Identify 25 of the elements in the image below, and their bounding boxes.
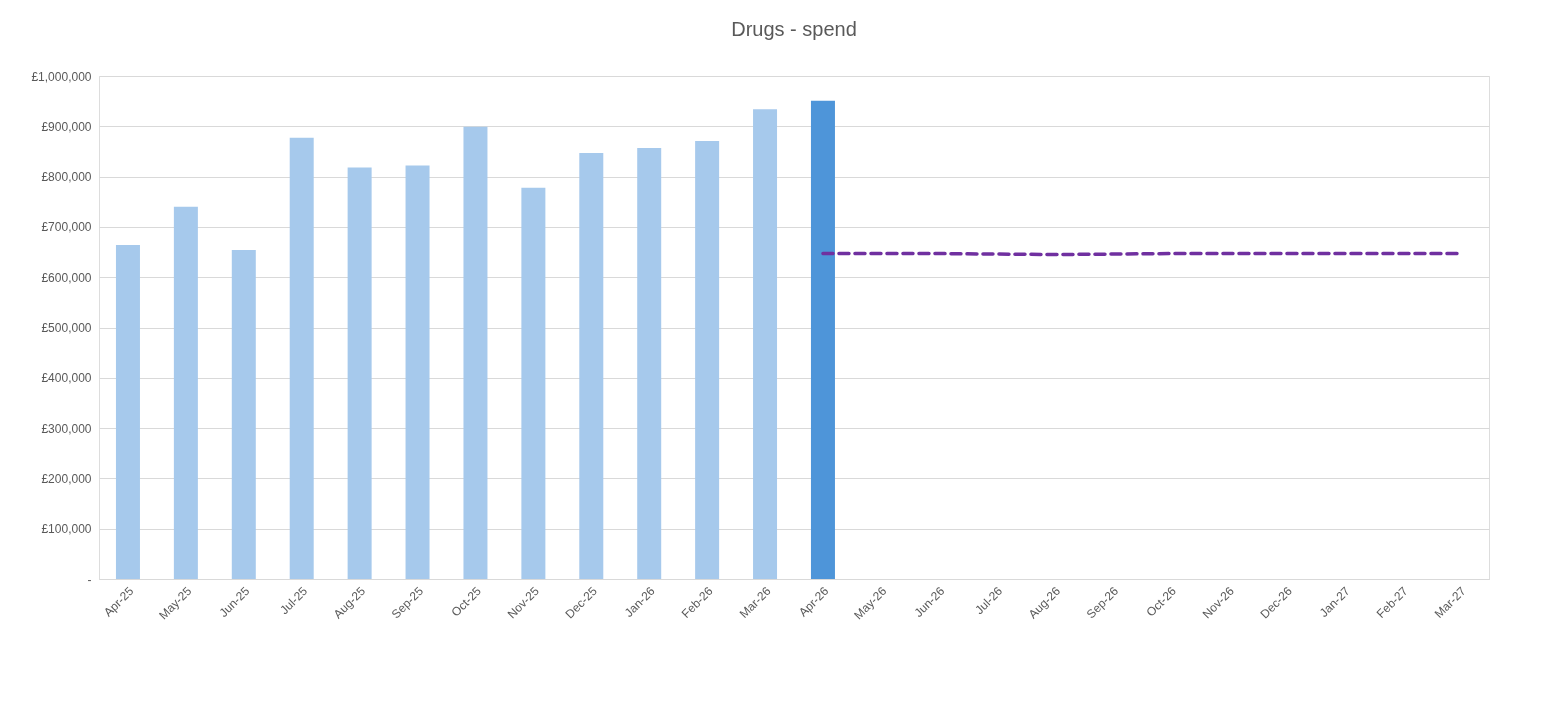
bar <box>637 147 662 579</box>
bar <box>231 250 256 579</box>
bar <box>695 140 720 579</box>
y-tick-label: £900,000 <box>41 119 92 134</box>
bar <box>753 109 778 579</box>
bar <box>810 100 835 579</box>
y-tick-label: £800,000 <box>41 170 92 185</box>
bar <box>521 187 546 579</box>
bar <box>115 245 140 579</box>
bar <box>347 167 372 579</box>
bar <box>579 152 604 579</box>
bar <box>289 137 314 579</box>
bar <box>173 206 198 579</box>
y-tick-label: £1,000,000 <box>31 69 92 84</box>
y-tick-label: £700,000 <box>41 220 92 235</box>
bar <box>463 126 488 579</box>
y-tick-label: £200,000 <box>41 471 92 486</box>
chart-title: Drugs - spend <box>731 18 857 40</box>
y-tick-label: - <box>87 572 92 587</box>
bar <box>405 165 430 579</box>
y-tick-label: £400,000 <box>41 371 92 386</box>
y-tick-label: £100,000 <box>41 522 92 537</box>
y-tick-label: £500,000 <box>41 321 92 335</box>
y-tick-label: £300,000 <box>41 421 92 436</box>
y-tick-label: £600,000 <box>41 270 92 285</box>
